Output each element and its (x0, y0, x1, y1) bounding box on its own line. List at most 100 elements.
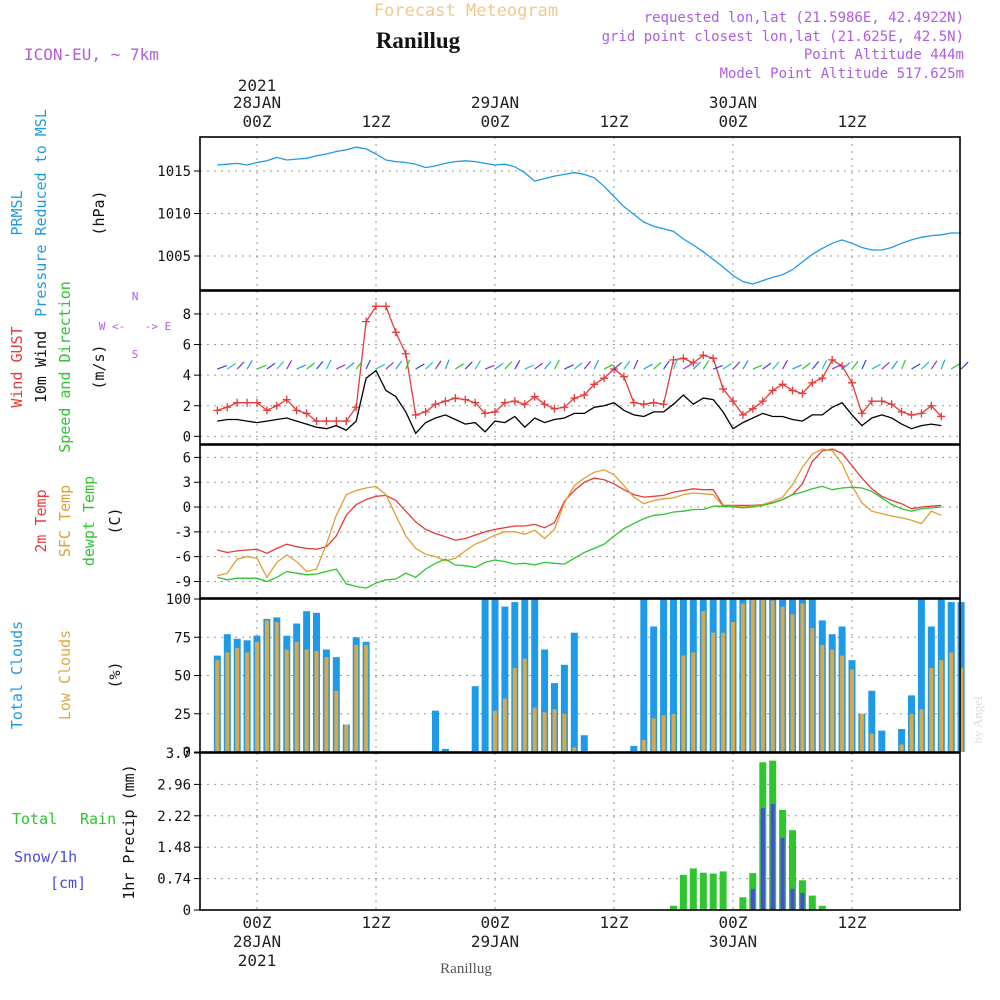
wind-direction-arrow (336, 364, 346, 370)
wind-direction-arrow (851, 360, 859, 370)
bar (640, 599, 648, 752)
gust-point (451, 394, 460, 403)
bar (235, 648, 240, 752)
series-line (217, 448, 942, 555)
compass-south: S (132, 348, 139, 361)
wind-direction-arrow (603, 363, 614, 370)
gust-point (659, 400, 668, 409)
y-tick-label: 2 (183, 399, 191, 415)
series-line (217, 369, 942, 435)
gust-point (937, 412, 946, 421)
point-altitude: Point Altitude 444m (804, 47, 964, 63)
wind-direction-arrow (593, 359, 600, 370)
gust-point (600, 374, 609, 383)
wind-direction-arrow (494, 362, 504, 370)
wind-direction-arrow (792, 364, 802, 370)
y-tick-label: -3 (174, 525, 191, 541)
time-label-top: 2021 (238, 76, 277, 95)
gust-point (461, 395, 470, 404)
bar (512, 667, 517, 752)
gust-point (481, 409, 490, 418)
bar (709, 873, 717, 910)
bar (909, 713, 914, 753)
gust-point (510, 397, 519, 406)
bar (790, 888, 795, 910)
bar (661, 715, 666, 752)
gust-point (421, 407, 430, 416)
wind-direction-arrow (564, 364, 574, 370)
bar (501, 606, 509, 752)
wind-direction-arrow (464, 361, 473, 370)
bar (899, 744, 904, 752)
gust-point (292, 406, 301, 415)
wind-direction-arrow (881, 362, 890, 370)
bar (441, 748, 449, 752)
bar (274, 622, 279, 752)
wind-direction-arrow (345, 362, 355, 370)
bar (560, 664, 568, 752)
gust-point (550, 404, 559, 413)
wind-direction-arrow (534, 362, 544, 370)
wind-direction-arrow (365, 359, 371, 370)
bar (711, 632, 716, 752)
y-axis-label: (C) (106, 507, 124, 534)
gust-point (828, 355, 837, 364)
bar (580, 735, 588, 752)
wind-direction-arrow (286, 359, 293, 370)
y-tick-label: 75 (174, 630, 191, 646)
gust-point (689, 358, 698, 367)
header-group: Forecast Meteogram Ranillug ICON-EU, ~ 7… (24, 1, 985, 977)
gust-point (917, 409, 926, 418)
bar (810, 628, 815, 752)
gridpoint-coordinates: grid point closest lon,lat (21.625E, 42.… (602, 29, 964, 45)
panel-0: 1005 1010 1015 PRMSL Pressure Reduced to MSL… (8, 109, 962, 317)
bar (898, 729, 906, 752)
y-tick-label: 8 (183, 307, 191, 323)
bar (670, 905, 677, 910)
wind-direction-arrow (455, 363, 465, 370)
y-tick-label: 2.22 (157, 809, 191, 825)
gust-point (312, 417, 321, 426)
y-tick-label: 6 (183, 338, 191, 354)
gust-point (302, 409, 311, 418)
wind-direction-arrow (861, 359, 867, 370)
wind-direction-arrow (444, 359, 450, 370)
wind-direction-arrow (296, 364, 307, 370)
bar (739, 897, 747, 910)
y-tick-label: 3.7 (166, 746, 191, 762)
gust-point (758, 397, 767, 406)
precip-label-rain: Rain (80, 810, 116, 828)
gust-point (629, 398, 638, 407)
wind-direction-arrow (672, 359, 678, 370)
wind-direction-arrow (940, 359, 946, 370)
wind-direction-arrow (226, 363, 236, 370)
gust-point (372, 302, 380, 311)
time-label-bottom: 00Z (719, 913, 748, 932)
bar (917, 599, 925, 752)
wind-direction-arrow (811, 360, 820, 370)
y-axis-label: 10m Wind (32, 331, 50, 403)
wind-direction-arrow (901, 359, 907, 370)
y-tick-label: 3 (183, 475, 191, 491)
wind-direction-arrow (236, 361, 245, 370)
gust-point (649, 398, 658, 407)
bar (481, 599, 489, 752)
wind-direction-arrow (355, 360, 363, 370)
gust-point (699, 351, 708, 360)
wind-direction-arrow (663, 360, 670, 370)
station-title: Ranillug (376, 28, 461, 53)
y-tick-label: 0 (183, 500, 191, 516)
wind-direction-arrow (325, 359, 332, 370)
bar (701, 611, 706, 752)
precip-label-unit: [cm] (50, 874, 86, 892)
time-label-bottom: 12Z (600, 913, 629, 932)
wind-direction-arrow (573, 362, 583, 370)
gust-point (927, 401, 936, 410)
wind-direction-arrow (484, 364, 495, 370)
bar (531, 599, 539, 752)
gust-point (768, 386, 777, 395)
y-tick-label: 4 (183, 368, 191, 384)
panel-frame (199, 598, 961, 753)
y-tick-label: 0 (183, 745, 191, 761)
